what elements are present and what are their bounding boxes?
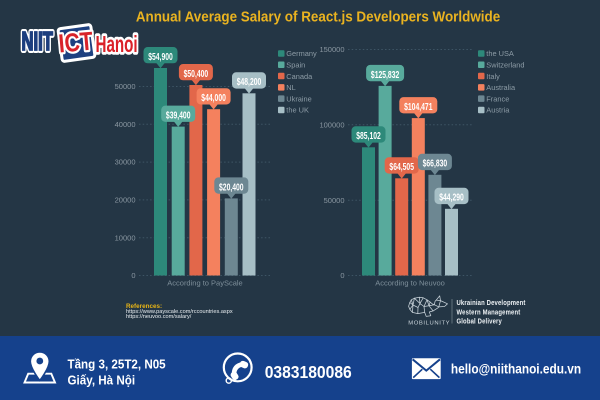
svg-text:Giấy, Hà Nội: Giấy, Hà Nội [68,373,136,387]
svg-text:Western Management: Western Management [457,309,521,317]
svg-text:$44,000: $44,000 [201,92,226,104]
svg-text:30000: 30000 [115,158,136,167]
svg-text:hello@niithanoi.edu.vn: hello@niithanoi.edu.vn [451,361,581,377]
svg-text:the UK: the UK [286,106,309,115]
svg-text:Ukrainian Development: Ukrainian Development [457,299,527,307]
svg-text:Italy: Italy [486,72,500,81]
svg-text:0: 0 [131,271,135,280]
svg-text:$20,400: $20,400 [219,181,244,193]
svg-text:0: 0 [340,271,344,280]
svg-text:Austria: Austria [486,106,510,115]
svg-text:https://neuvoo.com/salary/: https://neuvoo.com/salary/ [126,314,192,320]
svg-text:$50,400: $50,400 [184,68,209,80]
svg-text:NIIT: NIIT [22,26,54,56]
svg-text:50000: 50000 [115,82,136,91]
svg-text:$85,102: $85,102 [356,130,381,142]
svg-text:According to Neuvoo: According to Neuvoo [375,279,445,288]
svg-text:Ukraine: Ukraine [286,94,311,103]
svg-text:Global Delivery: Global Delivery [457,318,503,326]
svg-text:150000: 150000 [319,45,344,54]
svg-text:Hanoi: Hanoi [96,32,138,58]
svg-text:Switzerland: Switzerland [486,61,524,70]
svg-text:ICT: ICT [57,27,94,59]
svg-text:0383180086: 0383180086 [265,362,352,382]
svg-text:the USA: the USA [486,49,514,58]
svg-text:$66,830: $66,830 [423,157,448,169]
svg-text:40000: 40000 [115,120,136,129]
svg-text:$48,200: $48,200 [237,76,262,88]
svg-text:100000: 100000 [319,120,344,129]
svg-text:NIIT: NIIT [22,26,54,56]
svg-text:$125,832: $125,832 [371,68,400,80]
svg-text:10000: 10000 [115,233,136,242]
svg-text:$39,400: $39,400 [166,109,191,121]
svg-text:Hanoi: Hanoi [96,32,138,58]
svg-text:MOBILUNITY: MOBILUNITY [408,320,450,326]
svg-text:Australia: Australia [486,83,516,92]
svg-text:Tầng 3, 25T2, N05: Tầng 3, 25T2, N05 [68,357,166,371]
svg-text:Germany: Germany [286,49,317,58]
svg-text:NL: NL [286,83,295,92]
svg-text:https://www.payscale.com/rccou: https://www.payscale.com/rccountries.asp… [126,309,233,315]
svg-text:Canada: Canada [286,72,313,81]
svg-text:$54,900: $54,900 [148,51,173,63]
svg-text:ICT: ICT [57,27,94,59]
svg-text:Spain: Spain [286,61,305,70]
svg-text:$44,290: $44,290 [439,191,464,203]
svg-text:According to PayScale: According to PayScale [167,279,242,288]
svg-text:50000: 50000 [324,196,345,205]
svg-text:$104,471: $104,471 [404,101,433,113]
svg-text:References:: References: [126,303,162,310]
svg-text:Annual Average Salary of React: Annual Average Salary of React.js Develo… [136,8,501,24]
svg-text:France: France [486,94,509,103]
svg-text:20000: 20000 [115,196,136,205]
svg-text:$64,505: $64,505 [389,161,414,173]
